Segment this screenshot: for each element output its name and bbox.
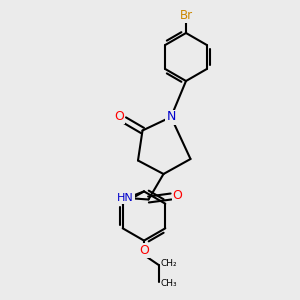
Text: O: O: [114, 110, 124, 123]
Text: CH₂: CH₂: [161, 260, 177, 268]
Text: HN: HN: [117, 193, 134, 203]
Text: N: N: [166, 110, 176, 124]
Text: O: O: [173, 189, 182, 203]
Text: Br: Br: [179, 9, 193, 22]
Text: CH₃: CH₃: [161, 279, 177, 288]
Text: O: O: [139, 244, 149, 257]
